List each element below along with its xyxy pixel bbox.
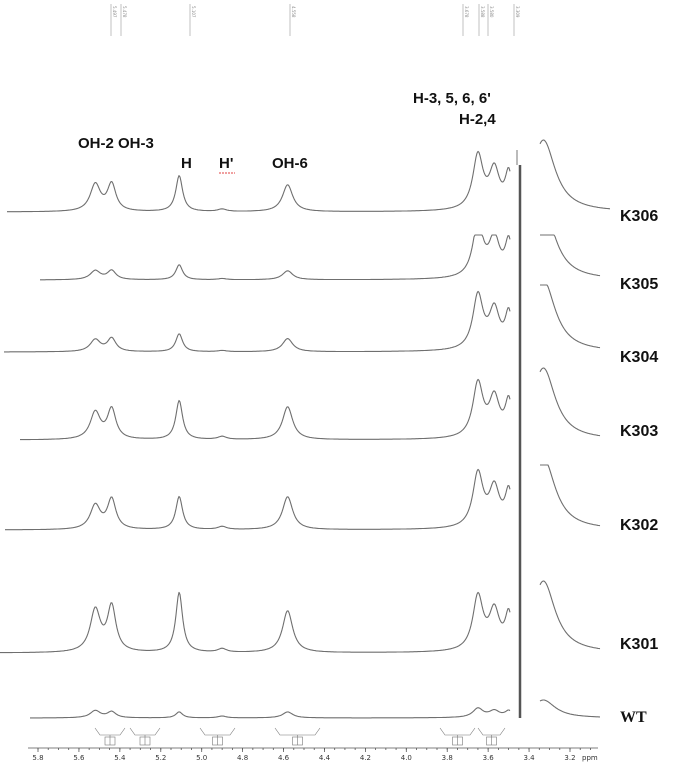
trace-k304-right <box>540 284 601 349</box>
trace-k302-left <box>5 468 511 531</box>
trace-label-k306: K306 <box>620 208 658 225</box>
trace-k306-left <box>7 150 511 213</box>
top-tick-label: 3.678 <box>464 6 469 18</box>
top-tick-label: 5.107 <box>191 6 196 18</box>
annotation-h2-4: H-2,4 <box>459 111 496 128</box>
trace-k303-right <box>539 367 601 437</box>
annotation-h-prime: H' <box>219 155 233 172</box>
x-tick-label: 4.6 <box>278 754 290 762</box>
trace-wt-left <box>30 707 511 719</box>
x-axis: 5.8 5.6 5.4 5.2 5.0 4.8 4.6 4.4 4.2 4.0 3.8 3.6 3.4 3… <box>28 747 598 762</box>
annotation-oh2-oh3: OH-2 OH-3 <box>78 135 154 152</box>
top-tick-label: 3.580 <box>489 6 494 18</box>
x-tick-label: 4.0 <box>401 754 412 762</box>
integral-value-box <box>292 736 303 746</box>
trace-label-k305: K305 <box>620 276 658 293</box>
top-tick-label: 5.497 <box>112 6 117 18</box>
trace-k305-left <box>40 234 511 281</box>
integral-bracket <box>477 727 506 745</box>
x-tick-label: 4.4 <box>319 754 331 762</box>
integral-value-box <box>452 736 463 746</box>
integral-brackets <box>94 727 506 746</box>
trace-k303-left <box>20 378 511 441</box>
x-tick-label: 3.2 <box>564 754 575 762</box>
x-tick-label: 5.0 <box>196 754 207 762</box>
trace-k306-right <box>539 139 611 210</box>
top-tick-label: 5.478 <box>122 6 127 18</box>
integral-value-box <box>139 736 151 746</box>
annotation-h3-5-6-6: H-3, 5, 6, 6' <box>413 90 491 107</box>
x-tick-label: 3.4 <box>524 754 536 762</box>
x-tick-label: 5.4 <box>114 754 126 762</box>
integral-value-box <box>212 736 223 746</box>
trace-label-k304: K304 <box>620 349 658 366</box>
trace-wt-right <box>539 699 600 718</box>
x-tick-label: 3.6 <box>483 754 495 762</box>
top-tick-label: 3.309 <box>515 6 520 18</box>
integral-bracket <box>94 727 126 745</box>
top-peak-ticks: 5.497 5.478 5.107 4.558 3.678 3.588 3.580 3.309 <box>110 4 520 36</box>
x-tick-label: 5.6 <box>73 754 85 762</box>
top-tick-label: 4.558 <box>291 6 296 18</box>
trace-k305-right <box>540 234 601 277</box>
integral-bracket <box>129 727 161 745</box>
x-tick-label: 5.8 <box>32 754 43 762</box>
annotation-oh6: OH-6 <box>272 155 308 172</box>
x-axis-unit: ppm <box>582 754 598 762</box>
trace-label-k303: K303 <box>620 423 658 440</box>
trace-label-k302: K302 <box>620 517 658 534</box>
trace-k301-left <box>0 591 511 654</box>
trace-k304-left <box>4 290 511 353</box>
x-tick-label: 4.8 <box>237 754 248 762</box>
trace-k302-right <box>540 464 601 527</box>
x-tick-label: 4.2 <box>360 754 371 762</box>
integral-bracket <box>274 727 321 745</box>
spectra-traces <box>0 139 611 719</box>
integral-value-box <box>486 736 497 746</box>
integral-bracket <box>199 727 236 745</box>
x-tick-label: 5.2 <box>155 754 166 762</box>
integral-value-box <box>104 736 116 746</box>
x-tick-label: 3.8 <box>442 754 453 762</box>
trace-label-k301: K301 <box>620 636 658 653</box>
trace-label-wt: WT <box>620 709 647 726</box>
trace-k301-right <box>539 580 601 650</box>
annotation-h: H <box>181 155 192 172</box>
top-tick-label: 3.588 <box>480 6 485 18</box>
integral-bracket <box>439 727 476 745</box>
trace-labels: K306 K305 K304 K303 K302 K301 WT <box>620 208 658 726</box>
